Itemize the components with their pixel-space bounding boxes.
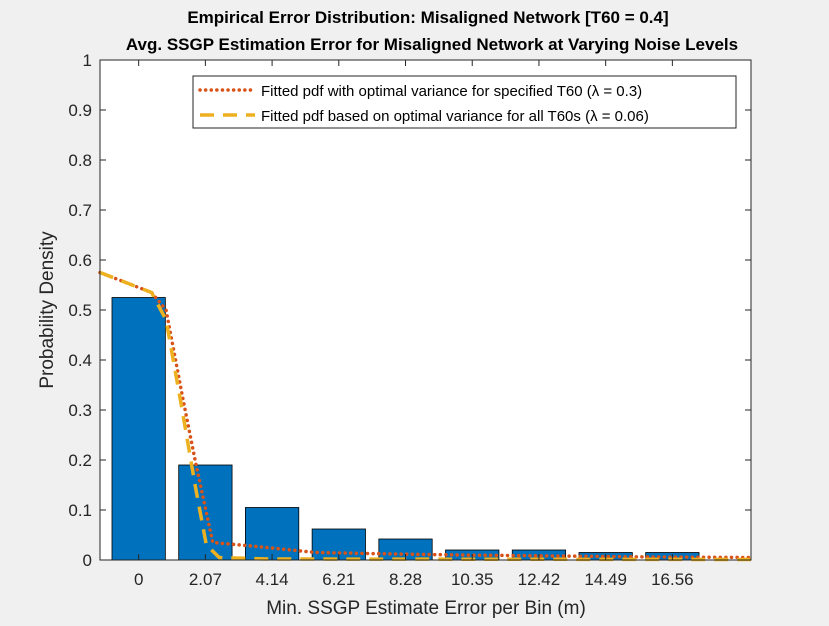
y-tick-label-10: 1	[83, 51, 92, 70]
fit-lines-group	[98, 270, 753, 562]
chart-title: Empirical Error Distribution: Misaligned…	[187, 8, 668, 27]
y-tick-label-2: 0.2	[68, 451, 92, 470]
x-tick-label-0: 0	[134, 570, 143, 589]
legend-entry-fitted-pdf-all: Fitted pdf based on optimal variance for…	[261, 108, 649, 125]
y-tick-label-7: 0.7	[68, 201, 92, 220]
y-axis-label: Probability Density	[37, 231, 58, 389]
y-tick-label-5: 0.5	[68, 301, 92, 320]
x-tick-label-1: 2.07	[189, 570, 222, 589]
y-tick-label-0: 0	[83, 551, 92, 570]
bar-0	[111, 297, 166, 561]
series-line-0	[98, 270, 753, 560]
legend-entry-fitted-pdf-specified: Fitted pdf with optimal variance for spe…	[261, 83, 642, 100]
y-tick-label-6: 0.6	[68, 251, 92, 270]
legend: Fitted pdf with optimal variance for spe…	[192, 75, 737, 129]
bar-2	[245, 507, 300, 561]
x-tick-label-4: 8.28	[389, 570, 422, 589]
y-axis-ticks: 0 0.1 0.2 0.3 0.4 0.5 0.6 0.7 0.8 0.9 1	[68, 51, 751, 570]
x-tick-label-5: 10.35	[451, 570, 494, 589]
y-tick-label-4: 0.4	[68, 351, 92, 370]
y-tick-label-1: 0.1	[68, 501, 92, 520]
legend-box	[192, 75, 737, 129]
chart-subtitle: Avg. SSGP Estimation Error for Misaligne…	[126, 35, 738, 54]
x-tick-label-2: 4.14	[256, 570, 289, 589]
series-line-1	[99, 270, 752, 562]
x-tick-label-7: 14.49	[584, 570, 627, 589]
x-tick-label-8: 16.56	[651, 570, 694, 589]
y-tick-label-3: 0.3	[68, 401, 92, 420]
y-tick-label-9: 0.9	[68, 101, 92, 120]
x-axis-label: Min. SSGP Estimate Error per Bin (m)	[266, 598, 586, 619]
x-tick-label-3: 6.21	[322, 570, 355, 589]
x-tick-label-6: 12.42	[518, 570, 561, 589]
y-tick-label-8: 0.8	[68, 151, 92, 170]
x-axis-ticks: 0 2.07 4.14 6.21 8.28 10.35 12.42 14.49 16.56	[134, 60, 694, 589]
